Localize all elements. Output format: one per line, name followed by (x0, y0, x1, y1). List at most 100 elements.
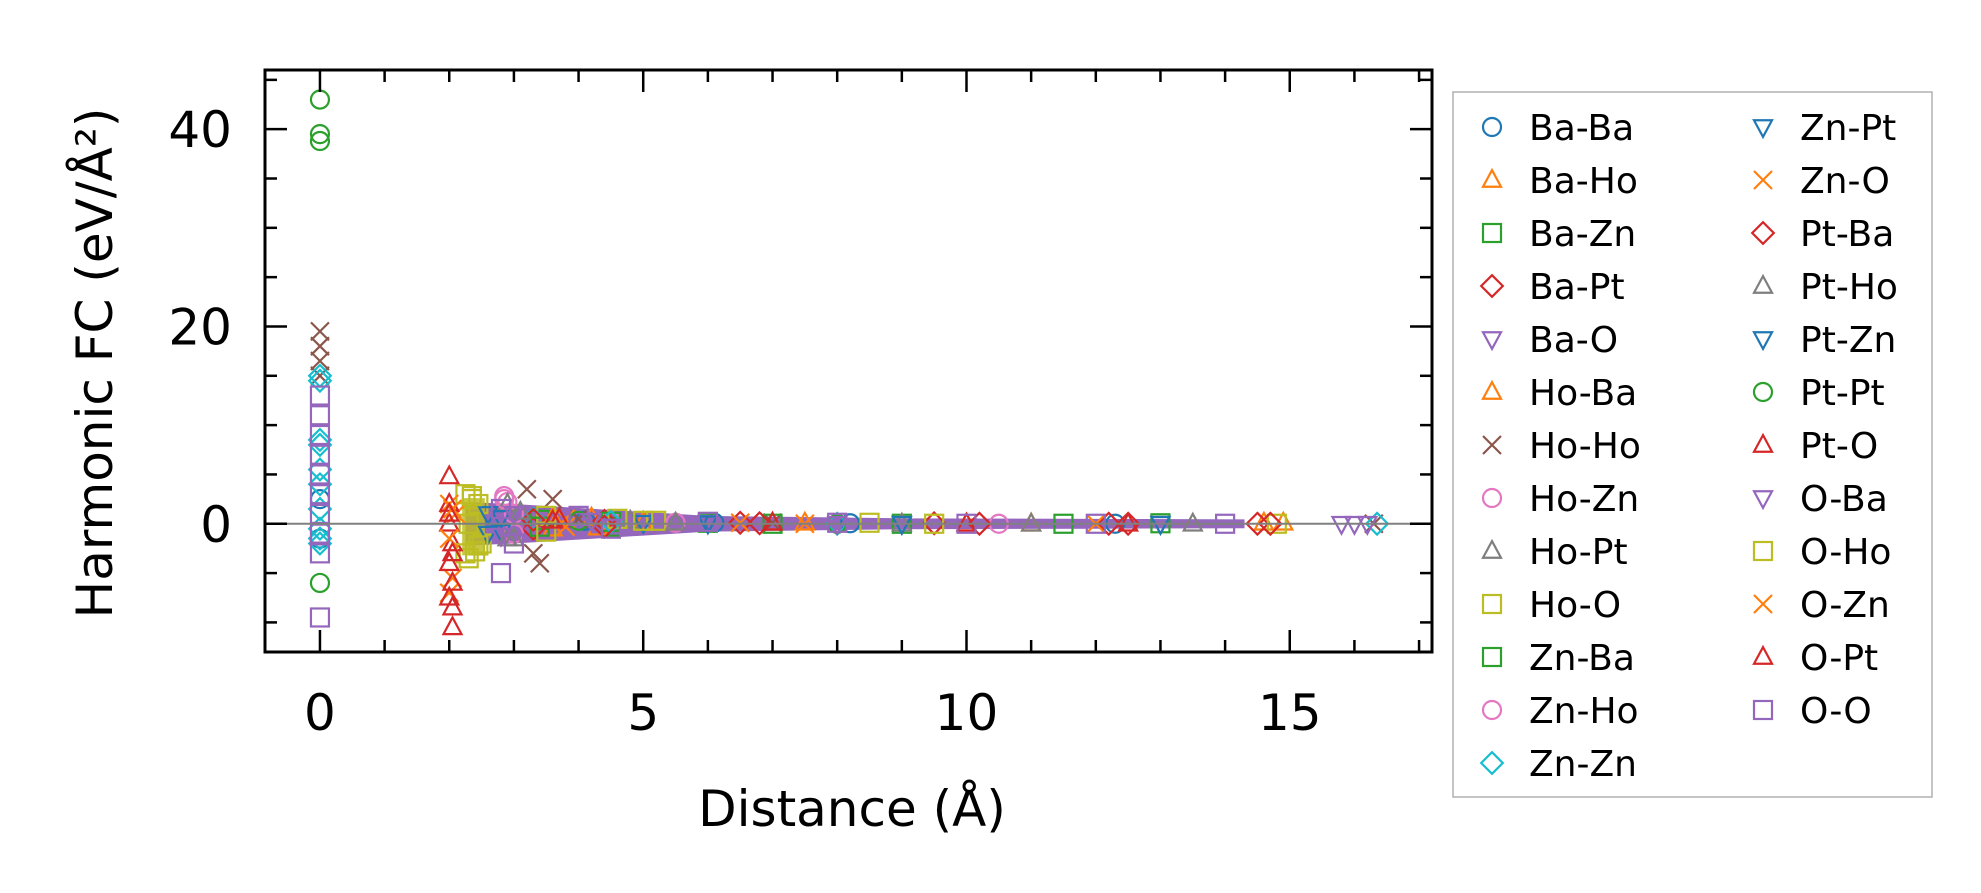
legend-label-o-ho: O-Ho (1800, 532, 1891, 573)
point-pt-o-10 (761, 510, 784, 531)
point-ho-ho-1 (310, 336, 330, 356)
legend-marker-ba-zn (1481, 222, 1503, 244)
point-ho-o-9 (646, 510, 667, 531)
legend-marker-pt-pt (1752, 381, 1774, 403)
legend-label-ba-pt: Ba-Pt (1529, 267, 1625, 308)
point-o-pt-1 (441, 541, 464, 562)
legend-marker-o-ho (1752, 540, 1774, 562)
tick-labels: 0 5 10 15 0 20 40 (168, 101, 1321, 742)
point-pt-pt-2 (309, 130, 331, 152)
legend-label-ba-ho: Ba-Ho (1529, 161, 1638, 202)
legend-marker-o-ba (1752, 490, 1774, 511)
series-ho-o (455, 484, 1287, 569)
point-ba-pt-2 (727, 510, 753, 536)
point-o-o-2 (309, 424, 331, 446)
point-o-pt-2 (541, 508, 564, 529)
point-ba-pt-3 (921, 510, 947, 536)
x-tick-label-15: 15 (1258, 684, 1322, 742)
legend-item-o-zn: O-Zn (1753, 585, 1890, 626)
legend-label-o-ba: O-Ba (1800, 479, 1888, 520)
legend-item-o-ba: O-Ba (1752, 479, 1888, 520)
point-o-ba-3 (826, 515, 849, 536)
legend-label-o-pt: O-Pt (1800, 638, 1878, 679)
x-axis-label: Distance (Å) (698, 780, 1006, 838)
point-ho-ho-7 (523, 543, 544, 564)
y-tick-label-20: 20 (168, 298, 232, 356)
legend-label-pt-pt: Pt-Pt (1800, 373, 1885, 414)
legend-label-zn-ho: Zn-Ho (1529, 691, 1639, 732)
legend-label-ho-zn: Ho-Zn (1529, 479, 1639, 520)
point-o-o-5 (309, 484, 331, 505)
legend-marker-pt-ba (1750, 220, 1776, 246)
series-o-pt (438, 501, 978, 562)
point-pt-o-3 (441, 531, 464, 552)
point-pt-o-5 (441, 570, 464, 591)
legend-marker-ho-ho (1482, 435, 1502, 455)
point-zn-zn-5 (307, 471, 333, 497)
point-pt-o-7 (441, 595, 464, 616)
point-o-o-11 (490, 498, 512, 520)
legend-label-ba-zn: Ba-Zn (1529, 214, 1636, 255)
legend-marker-pt-zn (1752, 331, 1774, 352)
legend-item-zn-o: Zn-O (1753, 161, 1890, 202)
legend-label-pt-zn: Pt-Zn (1800, 320, 1896, 361)
point-o-ho-0 (455, 543, 476, 564)
legend-label-ho-ba: Ho-Ba (1529, 373, 1637, 414)
legend-label-zn-ba: Zn-Ba (1529, 638, 1635, 679)
point-zn-zn-9 (307, 531, 333, 556)
point-pt-pt-1 (309, 124, 331, 145)
legend-item-ba-pt: Ba-Pt (1479, 267, 1625, 308)
legend-item-o-pt: O-Pt (1752, 638, 1878, 679)
legend-label-zn-zn: Zn-Zn (1529, 744, 1637, 785)
legend-marker-ho-ba (1481, 379, 1503, 400)
point-ho-ho-4 (517, 479, 537, 500)
legend-item-ho-zn: Ho-Zn (1481, 479, 1639, 520)
legend-item-pt-ba: Pt-Ba (1750, 214, 1894, 255)
series-pt-ho (496, 499, 1042, 547)
point-pt-o-4 (438, 551, 461, 572)
point-o-o-10 (490, 562, 512, 584)
legend-marker-ba-o (1481, 331, 1503, 352)
point-o-pt-0 (438, 501, 461, 522)
point-ho-ho-5 (530, 553, 550, 573)
legend-item-ho-ba: Ho-Ba (1481, 373, 1637, 414)
point-ho-pt-3 (890, 511, 913, 532)
point-pt-ho-0 (496, 526, 519, 547)
legend-item-ho-pt: Ho-Pt (1481, 532, 1628, 573)
point-ho-o-4 (468, 493, 489, 515)
point-o-o-8 (309, 543, 331, 564)
legend-item-ba-zn: Ba-Zn (1481, 214, 1636, 255)
legend-marker-ho-pt (1481, 538, 1503, 559)
point-zn-zn-13 (1364, 511, 1390, 537)
point-pt-ho-2 (664, 510, 687, 531)
legend-label-pt-ba: Pt-Ba (1800, 214, 1894, 255)
legend: Ba-Ba Ba-Ho Ba-Zn Ba-Pt Ba-O Ho-Ba Ho-Ho Ho-Zn H… (1452, 91, 1933, 798)
legend-label-o-o: O-O (1800, 691, 1872, 732)
legend-item-o-ho: O-Ho (1752, 532, 1891, 573)
legend-item-pt-ho: Pt-Ho (1752, 267, 1898, 308)
legend-marker-pt-ho (1752, 273, 1774, 294)
point-pt-ba-3 (967, 511, 992, 537)
point-pt-ho-3 (1020, 511, 1042, 532)
point-o-o-3 (309, 444, 331, 465)
point-ho-pt-4 (1181, 511, 1204, 532)
point-o-o-13 (568, 505, 589, 526)
legend-label-ba-ba: Ba-Ba (1529, 108, 1634, 149)
legend-item-ho-o: Ho-O (1481, 585, 1621, 626)
legend-item-o-o: O-O (1752, 691, 1872, 732)
point-zn-zn-1 (307, 368, 333, 394)
point-o-o-12 (503, 533, 525, 554)
point-zn-zn-2 (307, 427, 333, 453)
legend-label-zn-o: Zn-O (1800, 161, 1890, 202)
legend-item-ba-ho: Ba-Ho (1481, 161, 1638, 202)
legend-marker-zn-o (1753, 170, 1773, 190)
legend-label-pt-ho: Pt-Ho (1800, 267, 1898, 308)
series-pt-zn (477, 509, 1172, 546)
point-zn-zn-8 (307, 526, 333, 551)
point-pt-o-8 (441, 615, 464, 636)
point-o-o-14 (600, 518, 621, 539)
legend-marker-o-zn (1753, 594, 1773, 614)
point-pt-o-0 (438, 464, 461, 485)
legend-label-pt-o: Pt-O (1800, 426, 1878, 467)
point-pt-zn-3 (1149, 515, 1172, 536)
